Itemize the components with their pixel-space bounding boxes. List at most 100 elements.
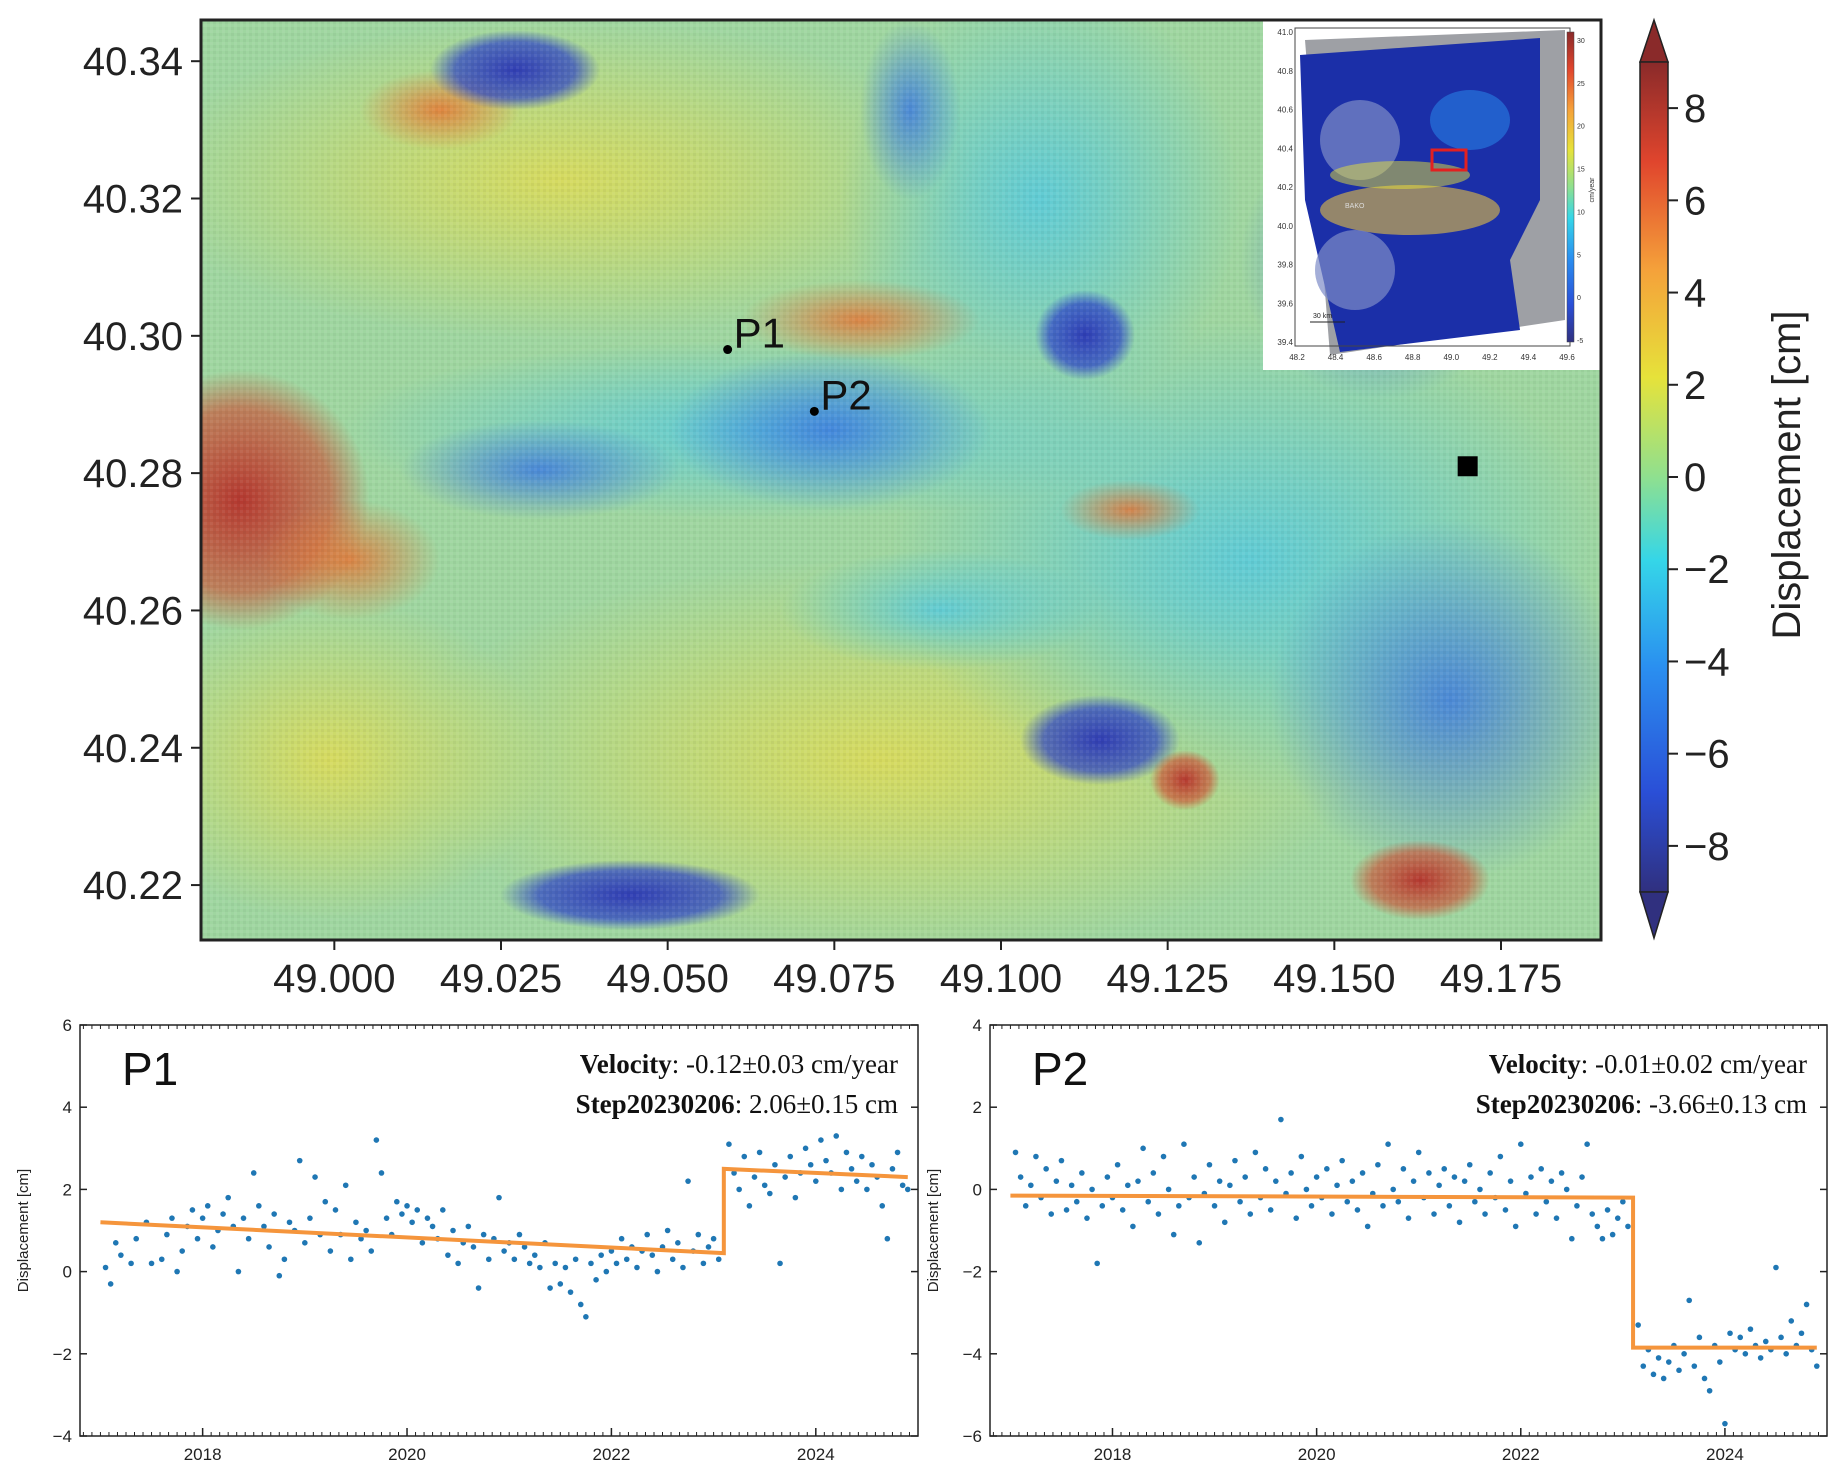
data-point <box>1599 1235 1606 1242</box>
data-point <box>348 1256 354 1263</box>
inset-x-tick-label: 48.4 <box>1328 353 1344 362</box>
data-point <box>736 1186 742 1193</box>
data-point <box>1359 1170 1366 1176</box>
data-point <box>322 1198 329 1205</box>
inset-y-tick-label: 41.0 <box>1277 28 1293 37</box>
data-point <box>1436 1182 1442 1189</box>
data-point <box>1303 1186 1310 1193</box>
data-point <box>777 1260 783 1267</box>
data-point <box>1650 1371 1657 1378</box>
map-y-tick-label: 40.22 <box>83 864 183 908</box>
data-point <box>567 1289 574 1295</box>
data-point <box>404 1203 410 1209</box>
data-point <box>767 1190 773 1197</box>
annotation-line: Step20230206: 2.06±0.15 cm <box>576 1089 898 1119</box>
data-point <box>1191 1174 1197 1180</box>
data-point <box>1451 1174 1458 1180</box>
data-point <box>1569 1235 1575 1242</box>
colorbar-tick-label: 0 <box>1684 456 1706 500</box>
data-point <box>1267 1207 1274 1213</box>
annotation-key: Velocity <box>1489 1049 1581 1079</box>
data-point <box>133 1235 140 1242</box>
data-point <box>307 1215 313 1221</box>
data-point <box>552 1260 559 1267</box>
data-point <box>1538 1166 1544 1172</box>
data-point <box>342 1182 349 1189</box>
annotation-value: : -0.12±0.03 cm/year <box>672 1049 898 1079</box>
data-point <box>439 1207 446 1213</box>
data-point <box>1482 1211 1488 1217</box>
data-point <box>807 1161 814 1168</box>
data-point <box>429 1223 436 1230</box>
data-point <box>1390 1186 1396 1193</box>
data-point <box>1691 1363 1698 1369</box>
data-point <box>746 1203 753 1209</box>
annotation-line: Velocity: -0.01±0.02 cm/year <box>1489 1049 1807 1079</box>
data-point <box>1324 1166 1330 1172</box>
data-point <box>577 1301 584 1308</box>
data-point <box>419 1240 426 1246</box>
data-point <box>1472 1198 1478 1205</box>
data-point <box>1722 1420 1728 1427</box>
inset-y-tick-label: 39.8 <box>1277 261 1293 270</box>
inset-colorbar-tick-label: 10 <box>1577 209 1585 216</box>
data-point <box>1114 1161 1121 1168</box>
data-point <box>164 1231 170 1238</box>
data-point <box>1727 1330 1733 1337</box>
data-point <box>613 1260 620 1267</box>
data-point <box>516 1231 523 1238</box>
inset-colorbar-tick-label: -5 <box>1577 338 1583 345</box>
data-point <box>1686 1297 1693 1304</box>
data-point <box>470 1244 477 1250</box>
data-point <box>1660 1375 1667 1382</box>
data-point <box>537 1264 543 1271</box>
data-point <box>1012 1149 1019 1156</box>
data-point <box>296 1157 303 1164</box>
data-point <box>261 1223 267 1230</box>
data-point <box>853 1178 860 1184</box>
data-point <box>327 1248 334 1254</box>
data-point <box>1079 1170 1085 1176</box>
data-point <box>1625 1223 1631 1230</box>
data-point <box>210 1244 216 1250</box>
data-point <box>394 1198 400 1205</box>
data-point <box>526 1260 533 1267</box>
data-point <box>445 1252 451 1258</box>
data-point <box>1048 1211 1055 1217</box>
map-point-label: P2 <box>820 371 871 418</box>
y-tick-label: −2 <box>963 1263 982 1282</box>
data-point <box>1574 1203 1580 1209</box>
data-point <box>1104 1174 1111 1180</box>
annotation-key: Velocity <box>580 1049 672 1079</box>
data-point <box>1089 1186 1095 1193</box>
annotation-value: : -3.66±0.13 cm <box>1635 1089 1807 1119</box>
data-point <box>1385 1141 1391 1147</box>
data-point <box>731 1170 737 1176</box>
data-point <box>1456 1219 1463 1226</box>
data-point <box>644 1231 650 1238</box>
data-point <box>1426 1170 1432 1176</box>
data-point <box>118 1252 124 1258</box>
fit-line <box>100 1166 908 1256</box>
data-point <box>194 1235 201 1242</box>
data-point <box>1160 1153 1167 1160</box>
data-point <box>1563 1186 1570 1193</box>
data-point <box>1431 1211 1437 1217</box>
data-point <box>1640 1363 1647 1369</box>
data-point <box>603 1268 610 1275</box>
annotation-key: Step20230206 <box>576 1089 735 1119</box>
plot-frame <box>989 1024 1828 1437</box>
data-point <box>813 1178 819 1184</box>
data-point <box>1119 1207 1126 1213</box>
data-point <box>399 1211 405 1217</box>
data-point <box>1589 1211 1596 1217</box>
data-point <box>1773 1264 1779 1271</box>
data-point <box>240 1215 247 1221</box>
y-tick-label: 4 <box>973 1016 982 1035</box>
data-point <box>572 1256 579 1263</box>
data-point <box>1329 1211 1335 1217</box>
data-point <box>148 1260 155 1267</box>
data-point <box>710 1235 717 1242</box>
data-point <box>1308 1203 1315 1209</box>
map-y-tick-label: 40.24 <box>83 727 183 771</box>
